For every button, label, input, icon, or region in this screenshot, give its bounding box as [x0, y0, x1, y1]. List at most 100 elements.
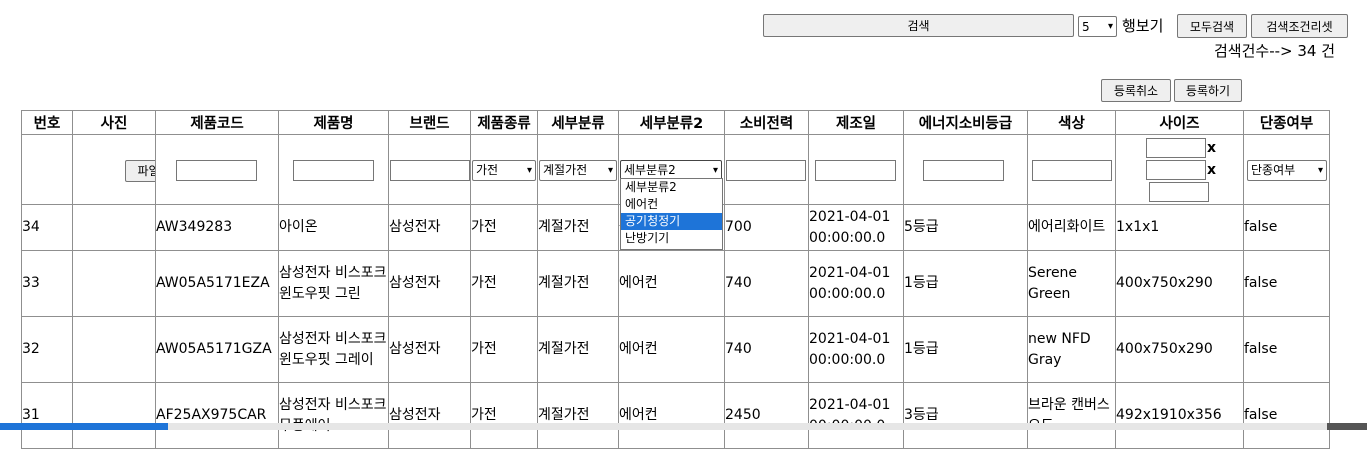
code-input[interactable] [176, 160, 257, 181]
size-depth-input[interactable] [1149, 182, 1209, 202]
cell-type: 가전 [470, 250, 538, 317]
cell-color: new NFD Gray [1027, 316, 1116, 383]
header-no: 번호 [21, 110, 73, 135]
cell-power: 740 [724, 316, 809, 383]
cell-date: 2021-04-01 00:00:00.0 [808, 316, 904, 383]
cell-disc: false [1243, 250, 1330, 317]
header-brand: 브랜드 [388, 110, 471, 135]
scrollbar-right-track [1327, 423, 1367, 430]
filter-date-cell [808, 134, 904, 205]
header-subcategory2: 세부분류2 [618, 110, 725, 135]
cell-power: 740 [724, 250, 809, 317]
filter-color-cell [1027, 134, 1116, 205]
cell-code: AW05A5171EZA [155, 250, 279, 317]
cell-no: 34 [21, 204, 73, 251]
search-all-button[interactable]: 모두검색 [1177, 14, 1247, 38]
subcategory-value: 계절가전 [543, 163, 588, 177]
subcategory-select[interactable]: 계절가전 ▾ [539, 160, 617, 181]
header-color: 색상 [1027, 110, 1116, 135]
horizontal-scrollbar[interactable] [0, 423, 1367, 430]
cell-grade: 1등급 [903, 316, 1028, 383]
dropdown-option[interactable]: 난방기기 [625, 231, 670, 245]
rows-per-page-value: 5 [1082, 19, 1090, 34]
product-type-value: 가전 [476, 163, 499, 177]
filter-grade-cell [903, 134, 1028, 205]
cell-type: 가전 [470, 382, 538, 449]
table-header-row: 번호 사진 제품코드 제품명 브랜드 제품종류 세부분류 세부분류2 소비전력 … [21, 110, 1330, 135]
cell-photo [72, 204, 156, 251]
header-subcategory: 세부분류 [537, 110, 619, 135]
register-button[interactable]: 등록하기 [1174, 79, 1242, 102]
cell-sub: 계절가전 [537, 316, 619, 383]
table-row: 31 AF25AX975CAR 삼성전자 비스포크 무풍에어 삼성전자 가전 계… [21, 382, 1330, 449]
name-input[interactable] [293, 160, 374, 181]
cell-photo [72, 382, 156, 449]
cell-sub: 계절가전 [537, 204, 619, 251]
cell-sub2: 에어컨 [618, 382, 725, 449]
cell-power: 2450 [724, 382, 809, 449]
search-button[interactable]: 검색 [763, 14, 1074, 37]
header-code: 제품코드 [155, 110, 279, 135]
date-input[interactable] [815, 160, 896, 181]
cell-sub2: 에어컨 [618, 250, 725, 317]
header-type: 제품종류 [470, 110, 538, 135]
header-photo: 사진 [72, 110, 156, 135]
size-x-mark: x [1207, 140, 1217, 156]
size-height-input[interactable] [1146, 160, 1206, 180]
cell-name: 삼성전자 비스포크 무풍에어 [278, 382, 389, 449]
chevron-down-icon: ▾ [526, 165, 532, 176]
subcategory2-value: 세부분류2 [624, 163, 676, 177]
cell-disc: false [1243, 204, 1330, 251]
header-name: 제품명 [278, 110, 389, 135]
header-date: 제조일 [808, 110, 904, 135]
chevron-down-icon: ▾ [1107, 21, 1113, 32]
cell-code: AW05A5171GZA [155, 316, 279, 383]
header-energy-grade: 에너지소비등급 [903, 110, 1028, 135]
cell-color: Serene Green [1027, 250, 1116, 317]
cell-brand: 삼성전자 [388, 382, 471, 449]
subcategory2-dropdown-list: 세부분류2 에어컨 공기청정기 난방기기 [620, 178, 723, 250]
rows-per-page-select[interactable]: 5 ▾ [1078, 16, 1117, 37]
cell-color: 에어리화이트 [1027, 204, 1116, 251]
cell-code: AF25AX975CAR [155, 382, 279, 449]
cell-date: 2021-04-01 00:00:00.0 [808, 204, 904, 251]
chevron-down-icon: ▾ [1317, 165, 1323, 176]
size-width-input[interactable] [1146, 138, 1206, 158]
power-input[interactable] [726, 160, 806, 181]
color-input[interactable] [1032, 160, 1112, 181]
cell-type: 가전 [470, 316, 538, 383]
file-select-button[interactable]: 파일 선택 [125, 160, 155, 182]
cell-name: 삼성전자 비스포크 윈도우핏 그린 [278, 250, 389, 317]
cell-photo [72, 250, 156, 317]
filter-power-cell [724, 134, 809, 205]
grade-input[interactable] [923, 160, 1004, 181]
chevron-down-icon: ▾ [712, 165, 718, 176]
chevron-down-icon: ▾ [607, 165, 613, 176]
cell-color: 브라운 캔버스 오드 [1027, 382, 1116, 449]
filter-row: 파일 선택 가전 ▾ 계절가전 ▾ 세부분류2 ▾ [21, 134, 1330, 205]
cell-date: 2021-04-01 00:00:00.0 [808, 250, 904, 317]
dropdown-option-highlighted[interactable]: 공기청정기 [621, 213, 722, 230]
filter-code-cell [155, 134, 279, 205]
cell-brand: 삼성전자 [388, 316, 471, 383]
brand-input[interactable] [390, 160, 470, 181]
cell-grade: 1등급 [903, 250, 1028, 317]
cell-code: AW349283 [155, 204, 279, 251]
cell-type: 가전 [470, 204, 538, 251]
product-table: 번호 사진 제품코드 제품명 브랜드 제품종류 세부분류 세부분류2 소비전력 … [21, 110, 1330, 449]
cell-date: 2021-04-01 00:00:00.0 [808, 382, 904, 449]
filter-name-cell [278, 134, 389, 205]
scrollbar-thumb[interactable] [0, 423, 168, 430]
discontinued-select[interactable]: 단종여부 ▾ [1247, 160, 1327, 181]
dropdown-option[interactable]: 세부분류2 [625, 180, 677, 194]
header-size: 사이즈 [1115, 110, 1244, 135]
dropdown-option[interactable]: 에어컨 [625, 197, 659, 211]
product-type-select[interactable]: 가전 ▾ [472, 160, 536, 181]
cancel-register-button[interactable]: 등록취소 [1101, 79, 1171, 102]
cell-size: 400x750x290 [1115, 316, 1244, 383]
cell-sub2: 에어컨 [618, 316, 725, 383]
cell-no: 33 [21, 250, 73, 317]
cell-name: 아이온 [278, 204, 389, 251]
reset-conditions-button[interactable]: 검색조건리셋 [1251, 14, 1348, 38]
cell-power: 700 [724, 204, 809, 251]
